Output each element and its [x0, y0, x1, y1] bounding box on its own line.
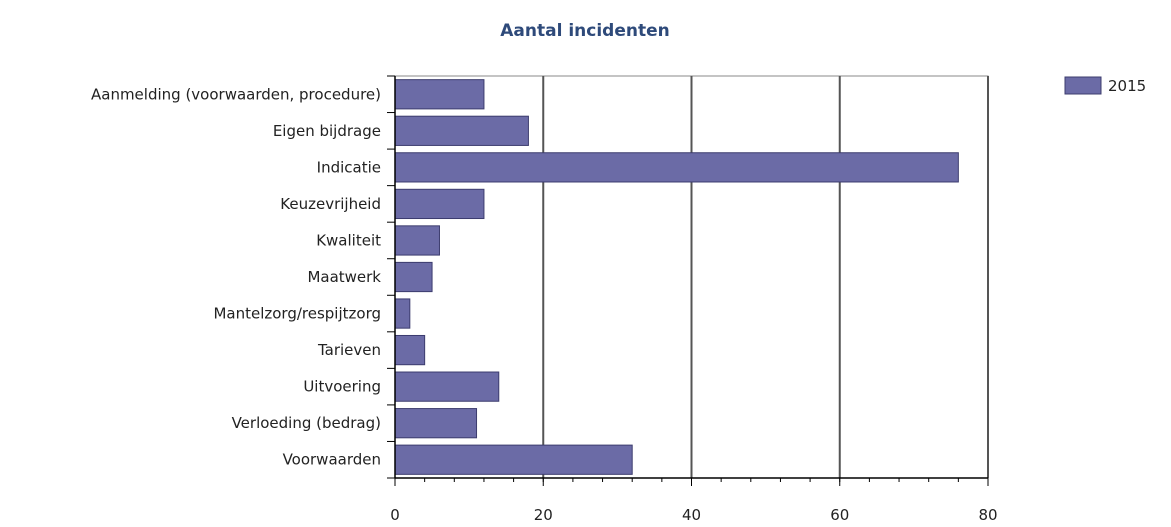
chart-title: Aantal incidenten [500, 21, 669, 41]
bar [394, 298, 411, 329]
legend-swatch [1064, 76, 1102, 95]
bar [394, 225, 440, 256]
bar [394, 408, 478, 439]
legend: 2015 [1064, 76, 1146, 95]
category-label: Voorwaarden [283, 451, 381, 469]
category-label: Mantelzorg/respijtzorg [213, 305, 381, 323]
category-label: Aanmelding (voorwaarden, procedure) [91, 85, 381, 103]
category-label: Kwaliteit [316, 231, 381, 249]
category-label: Indicatie [317, 158, 381, 176]
bar [394, 152, 959, 183]
category-label: Uitvoering [303, 378, 381, 396]
x-tick-label: 60 [830, 506, 849, 524]
bar [394, 371, 500, 402]
x-tick-label: 20 [534, 506, 553, 524]
x-tick-label: 0 [390, 506, 400, 524]
bar [394, 188, 485, 220]
bar [394, 334, 426, 366]
legend-label: 2015 [1108, 77, 1146, 95]
category-label: Keuzevrijheid [280, 195, 381, 213]
category-label: Tarieven [317, 341, 381, 359]
category-label: Verloeding (bedrag) [232, 414, 381, 432]
bar [394, 444, 633, 475]
category-label: Maatwerk [307, 268, 381, 286]
category-label: Eigen bijdrage [273, 122, 381, 140]
bar [394, 79, 485, 110]
x-tick-label: 80 [978, 506, 997, 524]
bar [394, 261, 433, 293]
plot-area: 0 20 40 60 80 Aanmelding (voorwaarden, proced… [91, 75, 998, 524]
x-tick-label: 40 [682, 506, 701, 524]
bar [394, 115, 529, 146]
